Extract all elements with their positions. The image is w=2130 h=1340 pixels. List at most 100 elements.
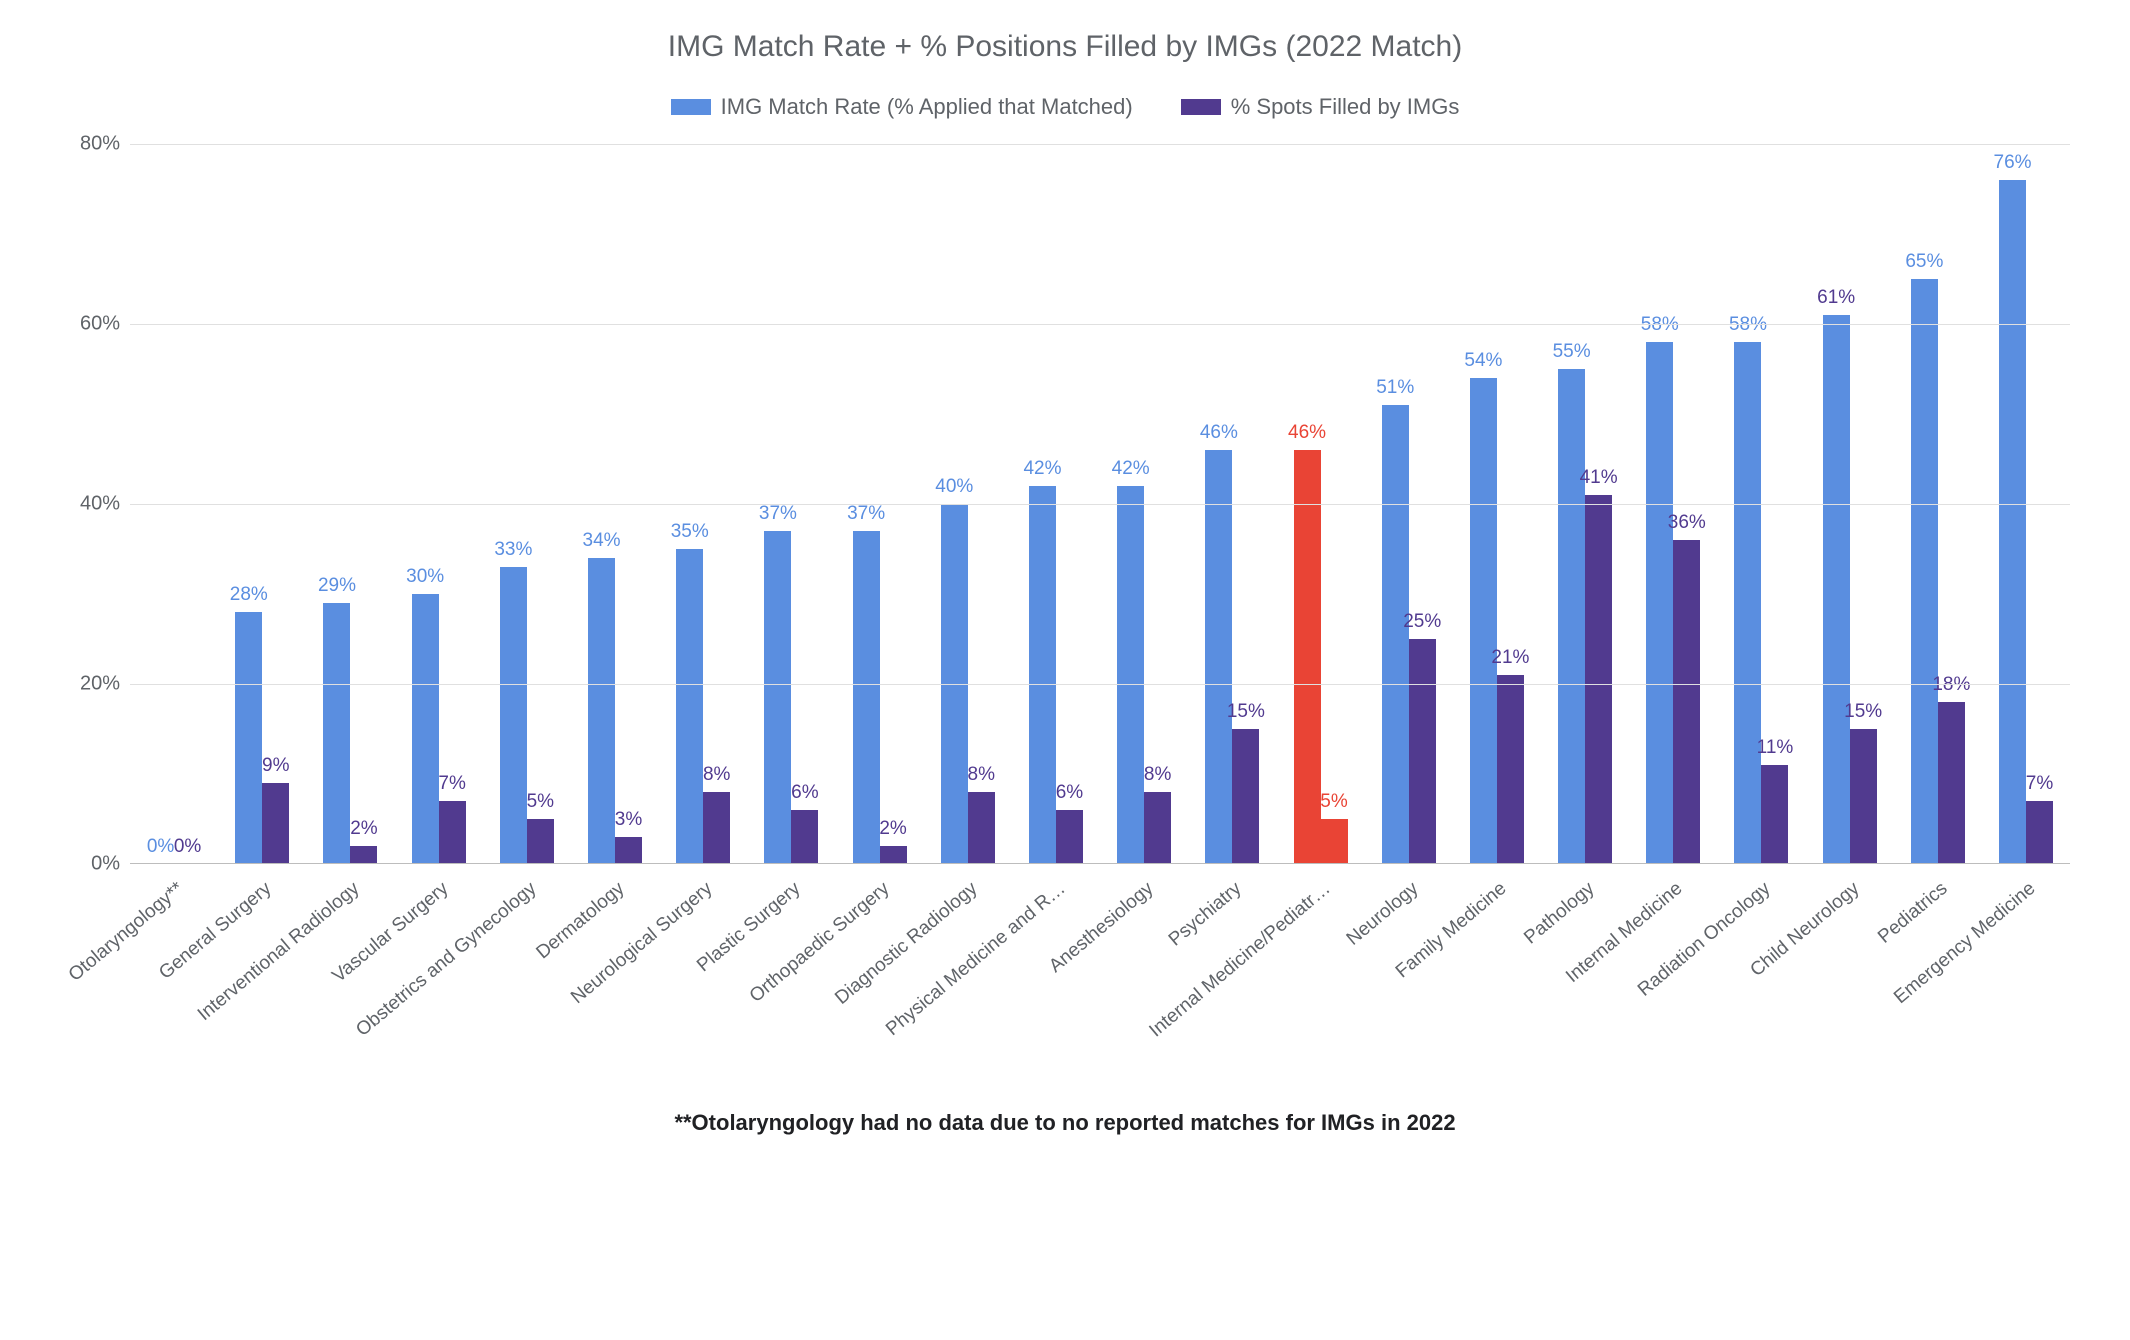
bar-series1: 42% [1029, 486, 1056, 864]
bar-value-label: 6% [1056, 782, 1083, 804]
bar-value-label: 5% [1320, 791, 1347, 813]
x-tick: Radiation Oncology [1717, 870, 1805, 1110]
bar-series2: 25% [1409, 639, 1436, 864]
chart-legend: IMG Match Rate (% Applied that Matched) … [40, 94, 2090, 120]
bar-value-label: 5% [527, 791, 554, 813]
bar-value-label: 33% [494, 539, 532, 561]
bar-value-label: 58% [1641, 314, 1679, 336]
bar-value-label: 2% [350, 818, 377, 840]
x-tick: Neurological Surgery [659, 870, 747, 1110]
bar-value-label: 28% [230, 584, 268, 606]
y-tick-label: 80% [60, 133, 120, 156]
plot-area: 0%0%28%9%29%2%30%7%33%5%34%3%35%8%37%6%3… [130, 144, 2070, 864]
bar-series2: 21% [1497, 675, 1524, 864]
bar-value-label: 9% [262, 755, 289, 777]
chart-title: IMG Match Rate + % Positions Filled by I… [40, 30, 2090, 64]
x-tick: Obstetrics and Gynecology [483, 870, 571, 1110]
chart-container: IMG Match Rate + % Positions Filled by I… [0, 0, 2130, 1340]
bar-value-label: 37% [759, 503, 797, 525]
bar-series2: 2% [350, 846, 377, 864]
bar-series2: 6% [791, 810, 818, 864]
bar-value-label: 58% [1729, 314, 1767, 336]
bar-value-label: 2% [879, 818, 906, 840]
bar-value-label: 29% [318, 575, 356, 597]
gridline [130, 684, 2070, 685]
bar-value-label: 42% [1112, 458, 1150, 480]
bar-value-label: 42% [1023, 458, 1061, 480]
x-tick: Child Neurology [1806, 870, 1894, 1110]
bar-series1: 37% [853, 531, 880, 864]
bar-series2: 3% [615, 837, 642, 864]
bar-series2: 18% [1938, 702, 1965, 864]
bar-series2: 15% [1850, 729, 1877, 864]
x-axis-line [130, 863, 2070, 864]
bar-value-label: 36% [1668, 512, 1706, 534]
bar-series1: 29% [323, 603, 350, 864]
bar-value-label: 3% [615, 809, 642, 831]
bar-series1: 55% [1558, 369, 1585, 864]
bar-series1: 61% [1823, 315, 1850, 864]
bar-series2: 6% [1056, 810, 1083, 864]
bar-series1: 65% [1911, 279, 1938, 864]
gridline [130, 504, 2070, 505]
bar-value-label: 8% [703, 764, 730, 786]
bar-value-label: 55% [1553, 341, 1591, 363]
legend-item-series2: % Spots Filled by IMGs [1181, 94, 1460, 120]
x-axis-labels: Otolaryngology**General SurgeryIntervent… [130, 870, 2070, 1110]
bar-series2: 5% [527, 819, 554, 864]
bar-series2: 8% [968, 792, 995, 864]
bar-value-label: 37% [847, 503, 885, 525]
bar-series2: 41% [1585, 495, 1612, 864]
bar-series1: 30% [412, 594, 439, 864]
bar-value-label: 30% [406, 566, 444, 588]
bar-value-label: 21% [1491, 647, 1529, 669]
bar-value-label: 18% [1932, 674, 1970, 696]
legend-swatch-series2 [1181, 99, 1221, 115]
bar-value-label: 61% [1817, 287, 1855, 309]
bar-value-label: 54% [1464, 350, 1502, 372]
bar-series2: 2% [880, 846, 907, 864]
bar-series2: 11% [1761, 765, 1788, 864]
bar-value-label: 46% [1288, 422, 1326, 444]
x-tick: Physical Medicine and R… [1012, 870, 1100, 1110]
x-tick: Anesthesiology [1100, 870, 1188, 1110]
bar-value-label: 25% [1403, 611, 1441, 633]
bar-value-label: 15% [1227, 701, 1265, 723]
gridline [130, 324, 2070, 325]
x-tick: Interventional Radiology [306, 870, 394, 1110]
bar-series1: 46% [1205, 450, 1232, 864]
bar-series1: 35% [676, 549, 703, 864]
bar-series2: 36% [1673, 540, 1700, 864]
bar-series2: 8% [1144, 792, 1171, 864]
bar-series1: 28% [235, 612, 262, 864]
legend-label-series1: IMG Match Rate (% Applied that Matched) [721, 94, 1133, 120]
legend-label-series2: % Spots Filled by IMGs [1231, 94, 1460, 120]
bar-series1: 46% [1294, 450, 1321, 864]
bar-value-label: 0% [147, 836, 174, 858]
x-tick: Neurology [1365, 870, 1453, 1110]
bar-value-label: 15% [1844, 701, 1882, 723]
bar-series1: 54% [1470, 378, 1497, 864]
bar-value-label: 7% [2026, 773, 2053, 795]
bar-series1: 58% [1646, 342, 1673, 864]
bar-series1: 58% [1734, 342, 1761, 864]
legend-swatch-series1 [671, 99, 711, 115]
bar-value-label: 46% [1200, 422, 1238, 444]
y-tick-label: 0% [60, 853, 120, 876]
bar-series1: 51% [1382, 405, 1409, 864]
bar-value-label: 0% [174, 836, 201, 858]
y-tick-label: 20% [60, 673, 120, 696]
bar-value-label: 51% [1376, 377, 1414, 399]
bar-value-label: 76% [1994, 152, 2032, 174]
bar-series2: 8% [703, 792, 730, 864]
bar-series2: 9% [262, 783, 289, 864]
y-tick-label: 60% [60, 313, 120, 336]
bar-series1: 76% [1999, 180, 2026, 864]
bar-series2: 7% [439, 801, 466, 864]
gridline [130, 144, 2070, 145]
bar-value-label: 35% [671, 521, 709, 543]
bar-value-label: 41% [1580, 467, 1618, 489]
legend-item-series1: IMG Match Rate (% Applied that Matched) [671, 94, 1133, 120]
bar-value-label: 7% [438, 773, 465, 795]
bar-value-label: 65% [1905, 251, 1943, 273]
